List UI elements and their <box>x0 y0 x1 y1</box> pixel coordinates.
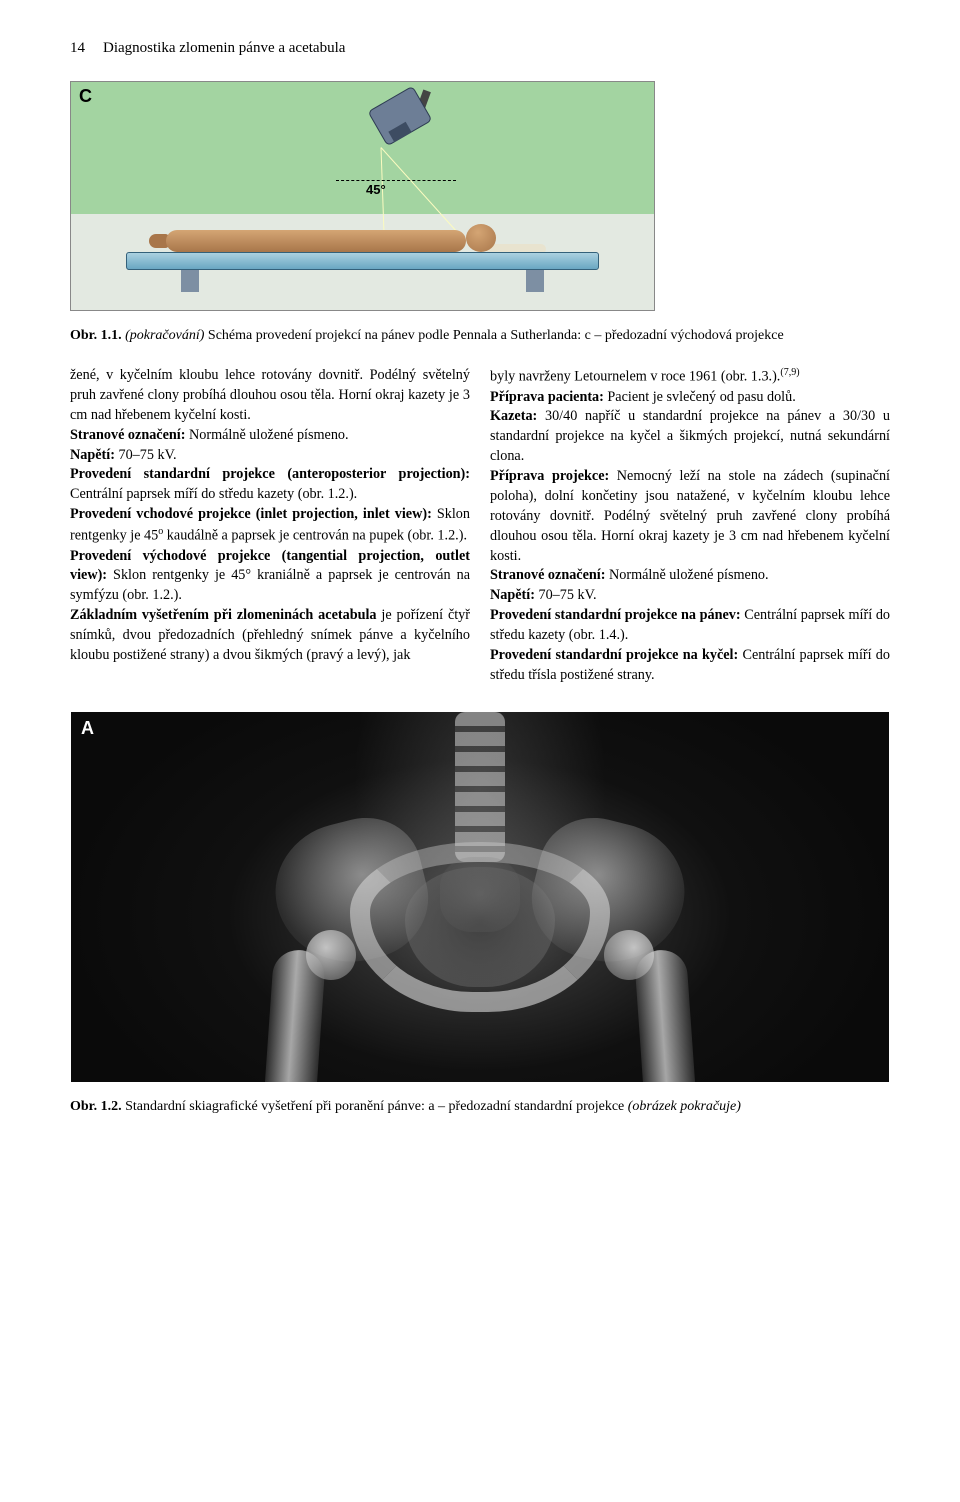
figure-c-illustration: C 45° <box>70 81 655 311</box>
label-zakladnim: Základním vyšetřením při zlomeninách ace… <box>70 607 377 623</box>
figure-c-label: C <box>79 86 92 107</box>
label-provedeni-std: Provedení standardní projekce (anteropos… <box>70 466 470 482</box>
figure-c-caption: Obr. 1.1. (pokračování) Schéma provedení… <box>70 325 890 346</box>
body-text: Sklon rentgenky je 45° kraniálně a paprs… <box>70 567 470 603</box>
body-text: Pacient je svlečený od pasu dolů. <box>604 389 796 405</box>
citation-superscript: (7,9) <box>780 367 799 378</box>
figure-a-caption-number: Obr. 1.2. <box>70 1099 122 1114</box>
figure-a-caption-text: Standardní skiagrafické vyšetření při po… <box>122 1099 628 1114</box>
figure-a-label: A <box>81 718 94 739</box>
figure-a-xray: A <box>71 712 889 1082</box>
xray-table <box>126 252 599 270</box>
mannequin-body <box>166 230 466 252</box>
label-stranove-r: Stranové označení: <box>490 567 605 583</box>
two-column-text: žené, v kyčelním kloubu lehce rotovány d… <box>70 366 890 686</box>
figure-c-caption-number: Obr. 1.1. <box>70 328 122 343</box>
angle-label: 45° <box>366 182 386 197</box>
figure-a-caption: Obr. 1.2. Standardní skiagrafické vyšetř… <box>70 1096 890 1117</box>
label-stranove: Stranové označení: <box>70 427 185 443</box>
figure-c-caption-detail: (pokračování) <box>125 328 204 343</box>
figure-a-container: A <box>70 712 890 1082</box>
body-text: 70–75 kV. <box>535 587 597 603</box>
body-text: kaudálně a paprsek je centrován na pupek… <box>163 528 467 544</box>
figure-c-container: C 45° <box>70 81 890 311</box>
table-leg <box>526 270 544 292</box>
body-text: Normálně uložené písmeno. <box>605 567 768 583</box>
page-number: 14 <box>70 40 85 57</box>
body-text: Centrální paprsek míří do středu kazety … <box>70 486 357 502</box>
label-provedeni-kycel: Provedení standardní projekce na kyčel: <box>490 647 738 663</box>
figure-a-caption-italic: (obrázek pokračuje) <box>628 1099 741 1114</box>
mannequin-head <box>466 224 496 252</box>
body-text: žené, v kyčelním kloubu lehce rotovány d… <box>70 367 470 423</box>
body-text: 30/40 napříč u standardní projekce na pá… <box>490 408 890 464</box>
chapter-title: Diagnostika zlomenin pánve a acetabula <box>103 40 345 57</box>
label-napeti: Napětí: <box>70 447 115 463</box>
right-column: byly navrženy Letournelem v roce 1961 (o… <box>490 366 890 686</box>
body-text: Normálně uložené písmeno. <box>185 427 348 443</box>
label-kazeta: Kazeta: <box>490 408 537 424</box>
page-header: 14 Diagnostika zlomenin pánve a acetabul… <box>70 40 890 57</box>
xray-femur-left <box>264 948 326 1082</box>
label-priprava-pacienta: Příprava pacienta: <box>490 389 604 405</box>
label-provedeni-panev: Provedení standardní projekce na pánev: <box>490 607 741 623</box>
body-text: 70–75 kV. <box>115 447 177 463</box>
left-column: žené, v kyčelním kloubu lehce rotovány d… <box>70 366 470 686</box>
horizon-dashed-line <box>336 180 456 181</box>
xray-sacrum <box>440 857 520 932</box>
xray-spine <box>455 712 505 862</box>
body-text: byly navrženy Letournelem v roce 1961 (o… <box>490 369 780 385</box>
xray-tube-icon <box>356 90 446 180</box>
figure-c-caption-text: Schéma provedení projekcí na pánev podle… <box>204 328 783 343</box>
label-provedeni-inlet: Provedení vchodové projekce (inlet proje… <box>70 506 432 522</box>
label-napeti-r: Napětí: <box>490 587 535 603</box>
label-priprava-projekce: Příprava projekce: <box>490 468 609 484</box>
table-leg <box>181 270 199 292</box>
